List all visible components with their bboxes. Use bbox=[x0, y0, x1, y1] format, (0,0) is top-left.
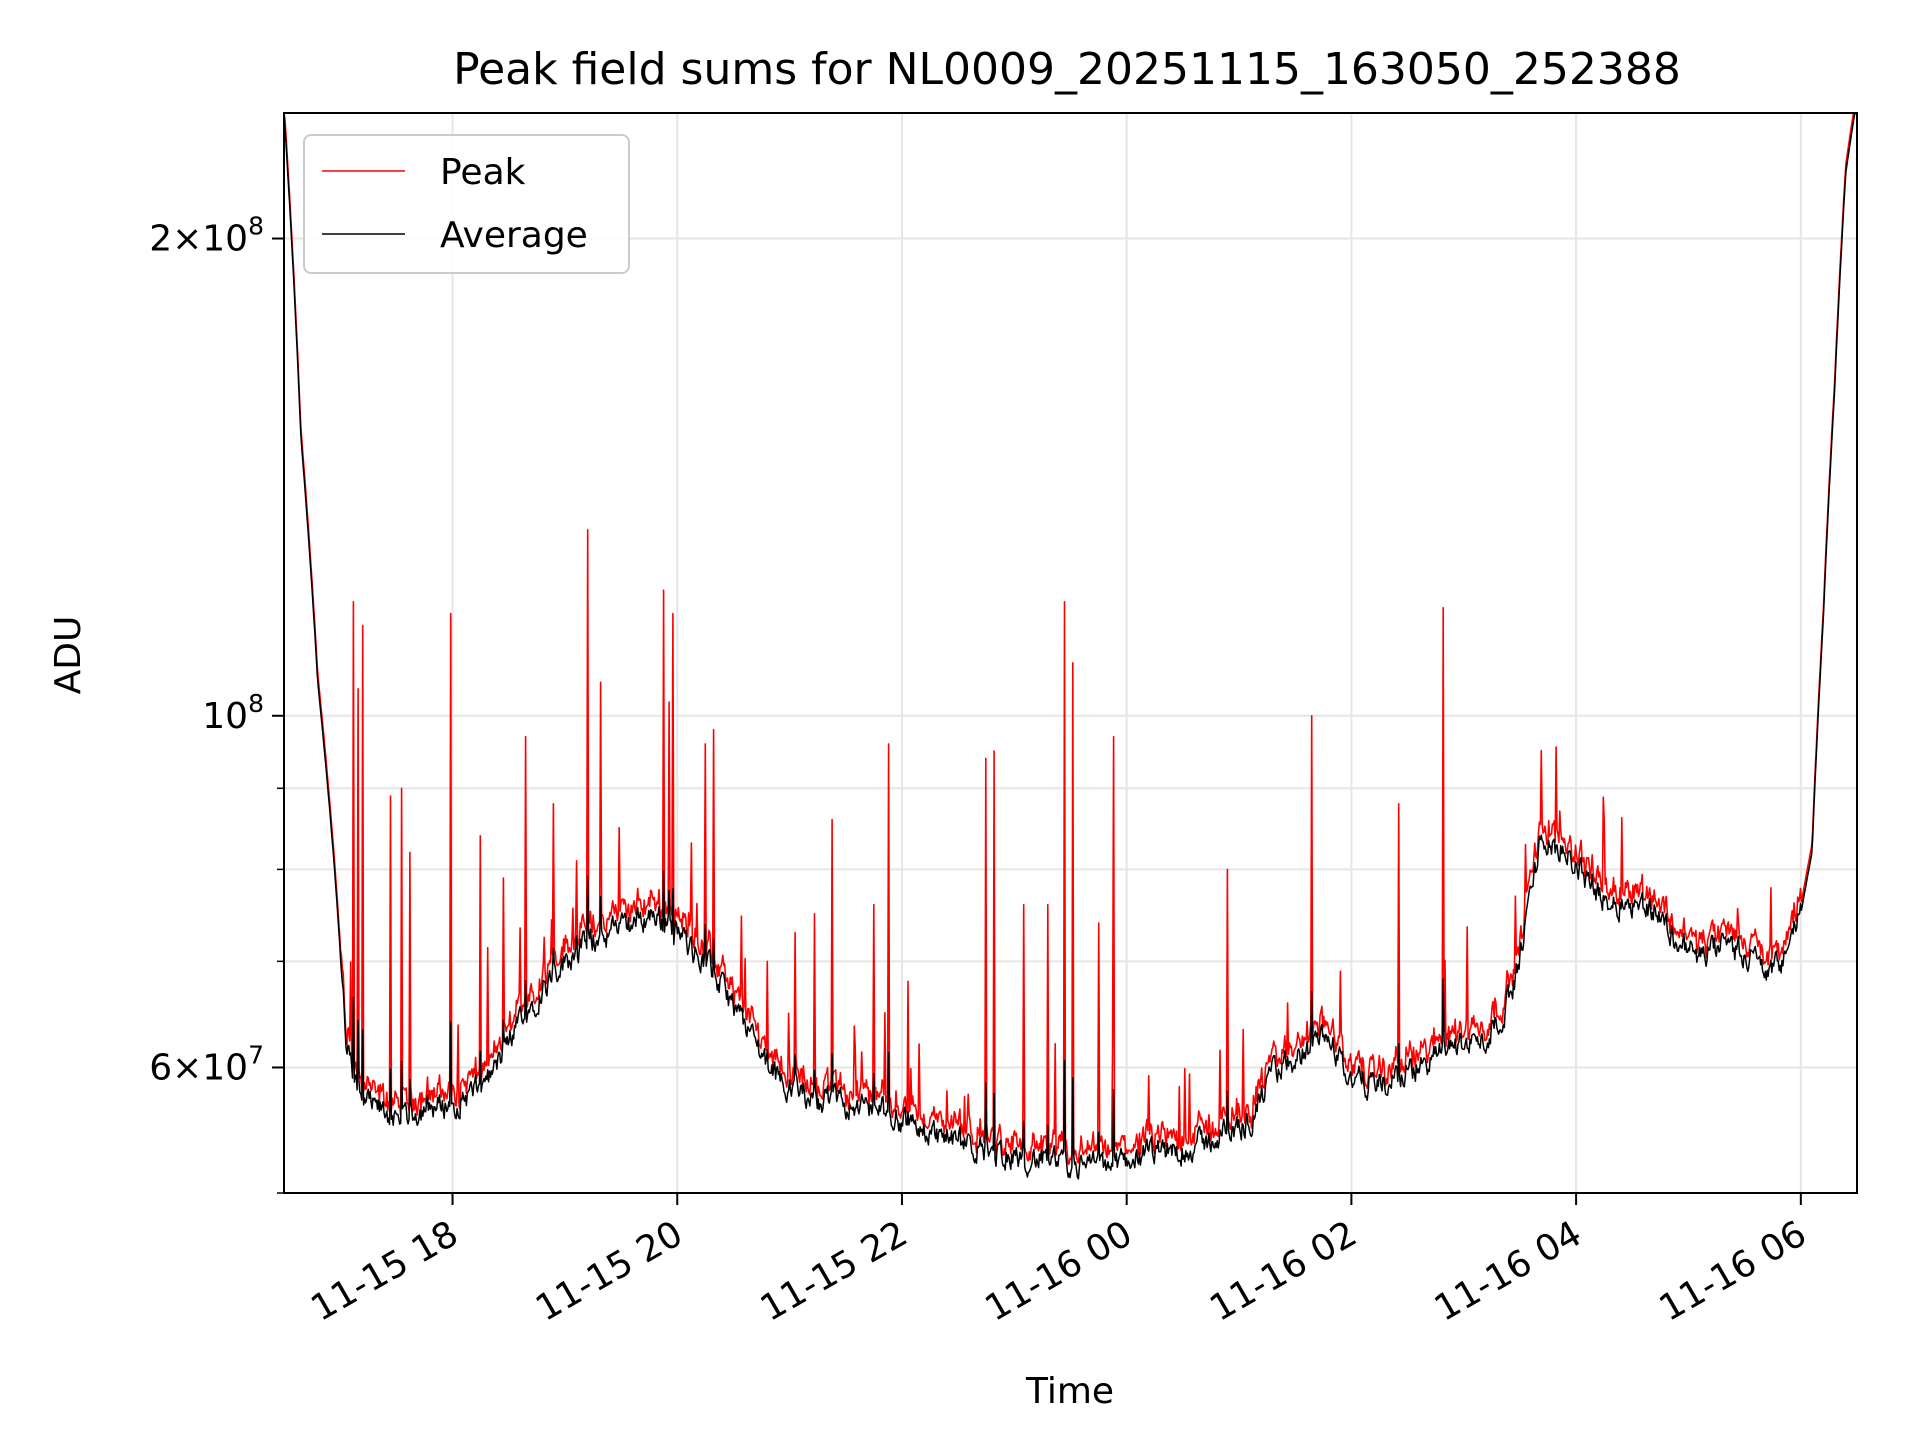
y-axis-label: ADU bbox=[48, 616, 89, 695]
plot-area bbox=[283, 112, 1857, 1180]
series-line-average bbox=[283, 112, 1857, 1180]
legend: Peak Average bbox=[303, 134, 630, 274]
series-line-peak bbox=[283, 112, 1857, 1166]
legend-label-peak: Peak bbox=[440, 152, 526, 193]
plot-frame bbox=[283, 112, 1858, 1194]
chart-title: Peak field sums for NL0009_20251115_1630… bbox=[453, 44, 1681, 95]
y-axis: 6×107 108 2×108 bbox=[149, 212, 284, 1194]
y-tick-label: 2×108 bbox=[149, 212, 264, 260]
y-tick-label: 108 bbox=[202, 689, 264, 737]
x-axis-label: Time bbox=[1025, 1371, 1114, 1412]
legend-box bbox=[303, 134, 630, 274]
y-tick-label: 6×107 bbox=[149, 1040, 264, 1088]
legend-label-average: Average bbox=[440, 215, 588, 256]
